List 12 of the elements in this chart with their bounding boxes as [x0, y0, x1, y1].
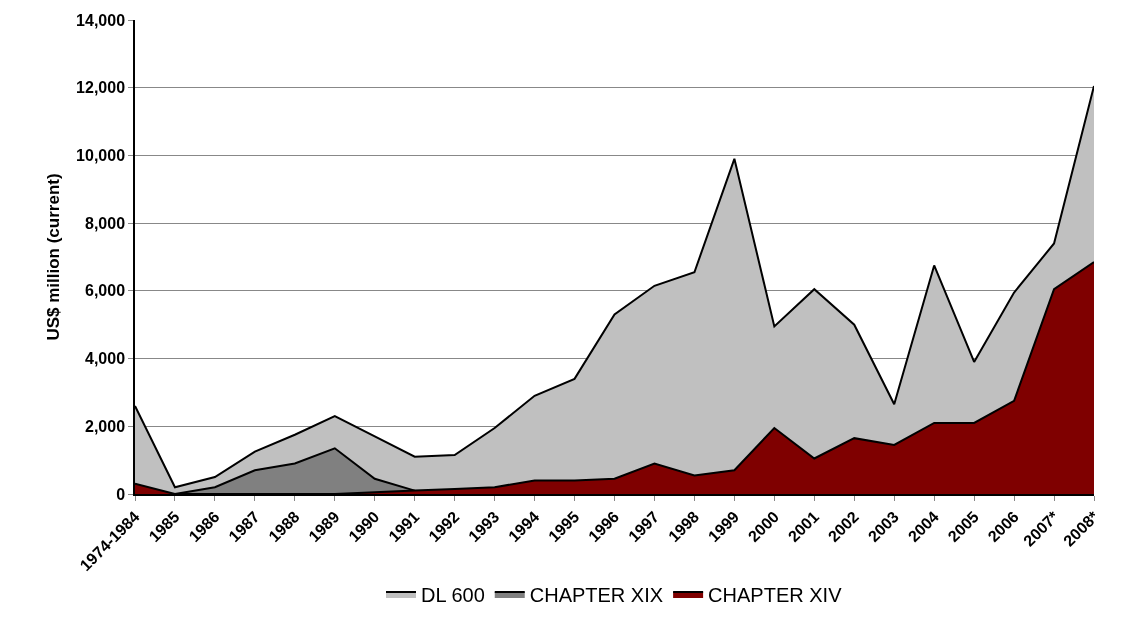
y-tick-label: 10,000 — [76, 147, 126, 165]
y-tick-label: 14,000 — [76, 11, 126, 29]
y-tick-label: 4,000 — [85, 350, 126, 368]
legend-label: CHAPTER XIV — [708, 583, 843, 606]
y-axis-title: US$ million (current) — [44, 173, 64, 341]
y-tick-label: 2,000 — [85, 417, 126, 435]
legend-label: DL 600 — [421, 583, 485, 606]
y-tick-label: 6,000 — [85, 282, 126, 300]
y-tick-label: 12,000 — [76, 79, 126, 97]
y-tick-label: 0 — [116, 485, 126, 503]
y-tick-label: 8,000 — [85, 214, 126, 232]
legend-label: CHAPTER XIX — [529, 583, 664, 606]
